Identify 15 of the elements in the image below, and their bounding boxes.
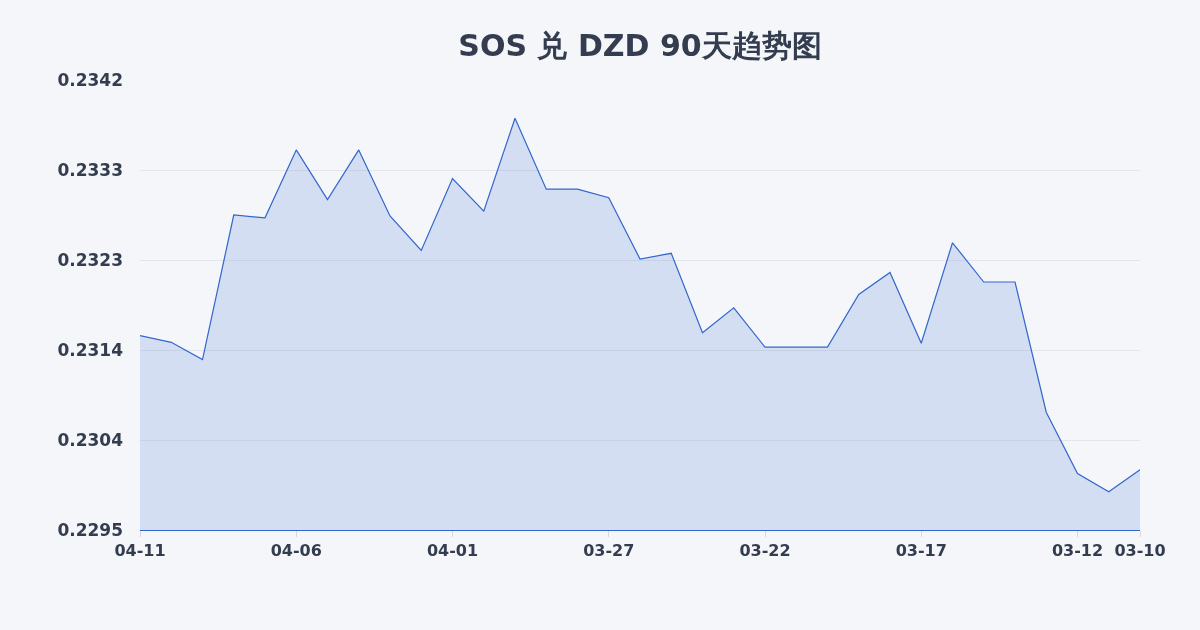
y-tick-label: 0.2304 bbox=[57, 429, 124, 450]
y-tick-label: 0.2295 bbox=[57, 519, 123, 540]
x-tick-label: 04-11 bbox=[114, 541, 166, 561]
x-tick-label: 03-27 bbox=[583, 541, 635, 561]
x-tick-label: 04-06 bbox=[270, 541, 322, 561]
x-tick-label: 03-17 bbox=[895, 541, 947, 561]
y-tick-label: 0.2323 bbox=[57, 249, 123, 270]
x-tick-label: 04-01 bbox=[426, 541, 479, 561]
y-tick-label: 0.2342 bbox=[57, 69, 123, 90]
x-tick-label: 03-22 bbox=[739, 541, 791, 561]
x-tick-label: 03-12 bbox=[1051, 541, 1104, 561]
y-tick-label: 0.2314 bbox=[57, 339, 124, 360]
x-tick-label: 03-10 bbox=[1114, 541, 1166, 561]
y-tick-label: 0.2333 bbox=[57, 159, 123, 180]
chart-title: SOS 兑 DZD 90天趋势图 bbox=[458, 27, 822, 63]
